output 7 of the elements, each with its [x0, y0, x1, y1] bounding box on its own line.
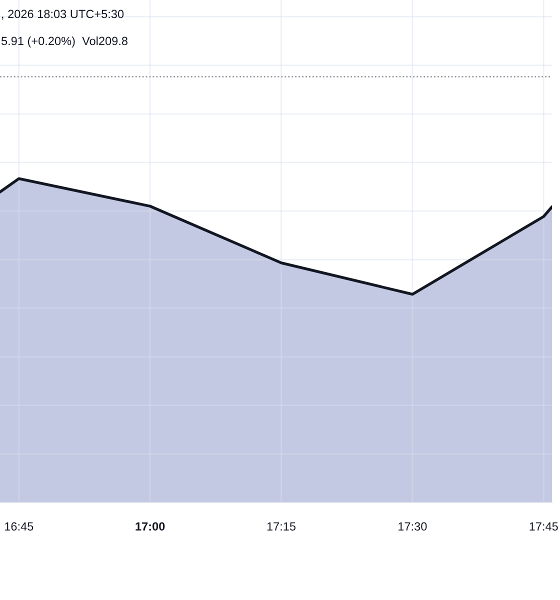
- x-tick-label: 17:00: [136, 522, 165, 531]
- text: 5.91 (+0.20%) Vol209.8: [1, 36, 128, 48]
- x-tick-label: 16:45: [5, 522, 34, 531]
- text: , 2026 18:03 UTC+5:30: [2, 10, 124, 20]
- x-tick-label: 17:15: [267, 522, 296, 531]
- x-tick-label: 17:30: [398, 522, 427, 531]
- x-tick-label: 17:45: [530, 522, 558, 531]
